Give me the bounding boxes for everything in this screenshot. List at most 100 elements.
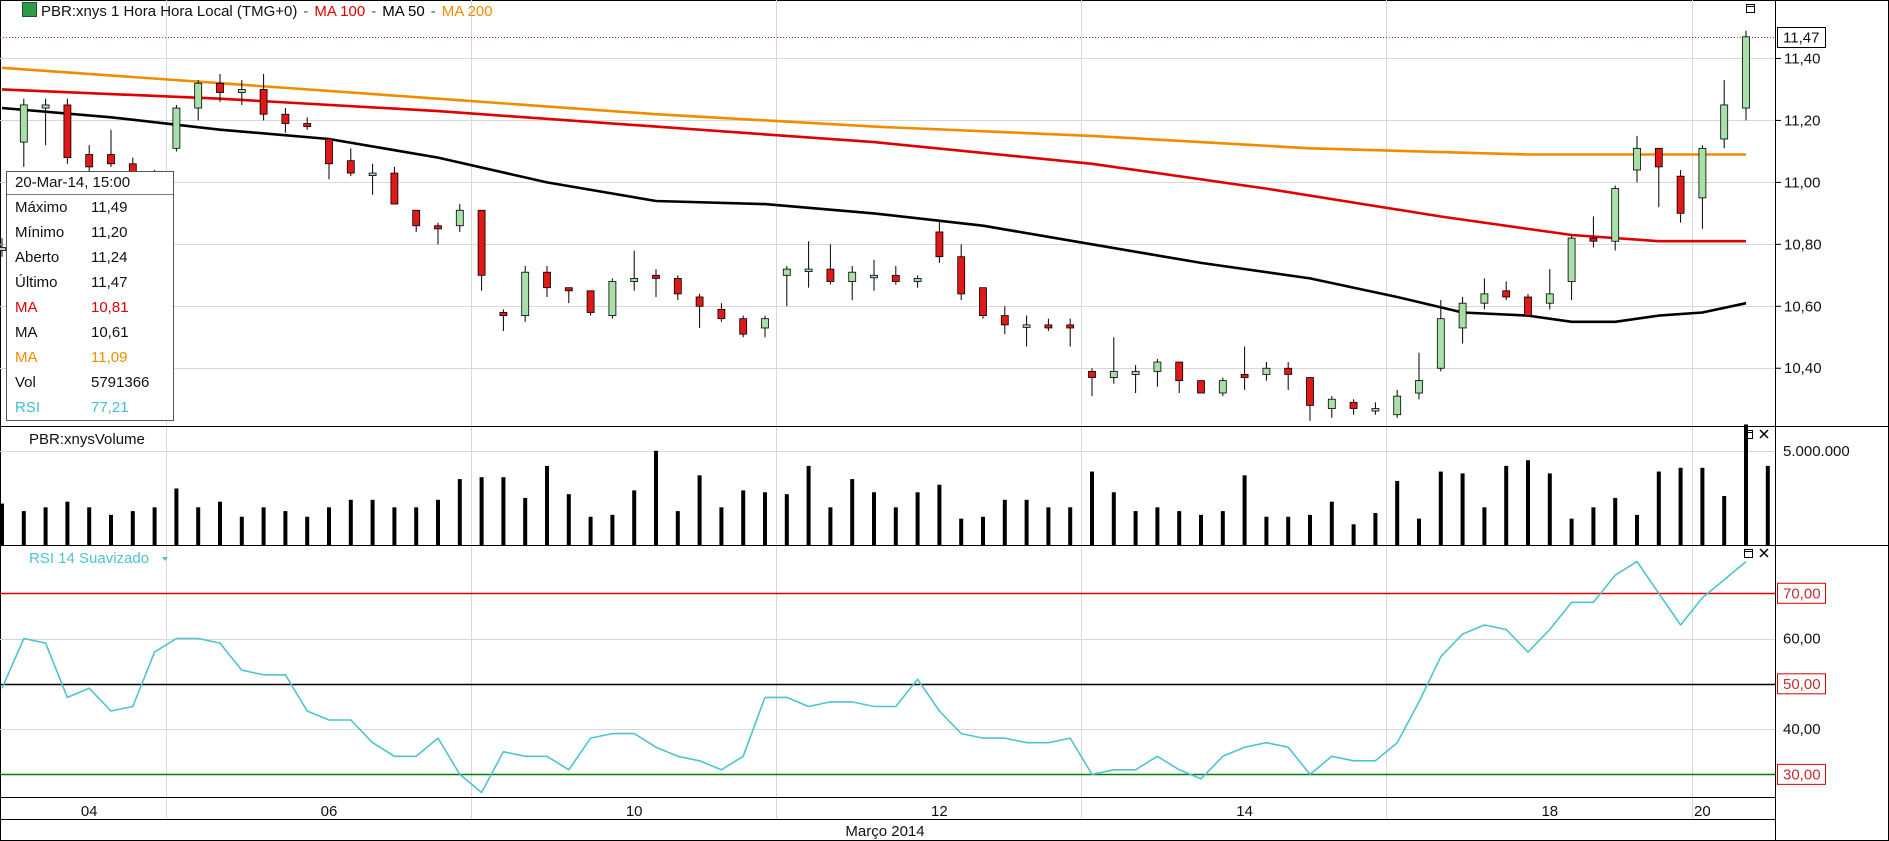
volume-bar: [479, 477, 484, 545]
candle-body: [237, 89, 246, 93]
volume-bar: [261, 507, 266, 545]
candle: [630, 250, 639, 291]
info-date: 20-Mar-14, 15:00: [7, 172, 173, 195]
candle: [826, 244, 835, 285]
candle: [957, 244, 966, 301]
maximize-icon[interactable]: [1746, 4, 1755, 13]
candle: [782, 266, 791, 307]
ma-line: [1, 106, 1747, 324]
candle: [1480, 278, 1489, 310]
volume-bar: [65, 501, 70, 545]
chart-symbol-icon[interactable]: [22, 2, 37, 17]
candle-body: [107, 154, 115, 165]
candle-body: [85, 154, 94, 168]
candle: [259, 73, 268, 121]
maximize-icon[interactable]: [1744, 549, 1753, 558]
volume-bar: [1329, 501, 1334, 545]
candle: [1545, 269, 1554, 310]
candle: [848, 266, 857, 301]
close-icon[interactable]: [1759, 429, 1769, 439]
candle-body: [1545, 293, 1554, 304]
candle-body: [1676, 175, 1685, 214]
candle: [1611, 185, 1620, 251]
candle: [1131, 365, 1140, 394]
volume-bar: [1090, 471, 1094, 545]
volume-bar: [1526, 460, 1530, 545]
candle-body: [1371, 408, 1380, 412]
candle-body: [303, 123, 312, 128]
volume-bar: [675, 511, 680, 545]
candle: [1088, 368, 1096, 397]
volume-bar: [566, 494, 571, 545]
price-tick-label: 11,40: [1784, 50, 1820, 67]
ma-line: [1, 66, 1746, 156]
candle: [1698, 145, 1707, 229]
volume-bar: [1460, 473, 1465, 545]
rsi-dropdown-icon[interactable]: [162, 557, 168, 561]
candle-body: [1284, 367, 1293, 375]
rsi-tick-label: 50,00: [1783, 676, 1821, 693]
volume-panel-title: PBR:xnysVolume: [29, 431, 145, 448]
candle-body: [41, 104, 50, 109]
candle-body: [216, 82, 224, 93]
candle: [303, 117, 312, 130]
volume-bar: [632, 490, 637, 545]
ma100-label[interactable]: MA 100: [314, 3, 366, 20]
candle-body: [434, 225, 442, 230]
candle: [1306, 377, 1314, 421]
candle-body: [194, 82, 203, 109]
volume-bar: [719, 507, 724, 545]
volume-bar: [87, 507, 92, 545]
candle-body: [652, 274, 660, 279]
volume-bar: [981, 516, 985, 545]
candle-body: [390, 172, 399, 205]
candle: [477, 209, 486, 291]
maximize-icon[interactable]: [1744, 430, 1753, 439]
candle: [237, 80, 246, 105]
x-tick-label: 14: [1236, 803, 1253, 820]
volume-bar: [893, 507, 898, 545]
candle-body: [630, 278, 639, 282]
ma200-label[interactable]: MA 200: [441, 3, 493, 20]
info-row-rsi: RSI 77,21: [15, 399, 129, 416]
volume-bar: [1722, 496, 1727, 545]
candle: [1109, 337, 1118, 384]
candle: [1262, 362, 1271, 381]
candle: [1567, 235, 1576, 301]
rsi-tick-label: 70,00: [1783, 585, 1821, 602]
ma50-label[interactable]: MA 50: [382, 3, 425, 20]
volume-bar: [43, 507, 48, 545]
candle-body: [586, 290, 595, 313]
volume-bar: [1177, 511, 1182, 545]
price-tick-label: 10,40: [1784, 360, 1822, 377]
candle-body: [1218, 380, 1227, 394]
candle-body: [63, 104, 72, 158]
info-row-volume: Vol 5791366: [15, 374, 150, 391]
candle: [1393, 389, 1402, 418]
symbol-label[interactable]: PBR:xnys 1 Hora Hora Local (TMG+0): [41, 3, 298, 20]
candle-body: [608, 281, 617, 316]
volume-bar: [937, 484, 942, 545]
candle: [1022, 315, 1031, 347]
candle: [695, 293, 704, 328]
close-icon[interactable]: [1759, 548, 1769, 558]
price-tick-label: 10,80: [1784, 236, 1822, 253]
candle: [761, 315, 769, 338]
candle: [1633, 135, 1641, 183]
candle-body: [1153, 361, 1162, 372]
candle: [1175, 361, 1184, 394]
candle: [804, 241, 813, 288]
candle-body: [957, 256, 966, 295]
volume-tick-label: 5.000.000: [1783, 443, 1850, 460]
candle-body: [0, 247, 6, 251]
last-price-box: [1777, 27, 1826, 48]
volume-bar: [610, 514, 615, 545]
axis-labels: 11,40 11,20 11,00 10,80 10,60 10,40 11,47 5.000…: [81, 27, 1850, 840]
volume-bar: [654, 450, 658, 545]
volume-bar: [1002, 499, 1007, 545]
volume-bar: [457, 479, 462, 545]
candle-body: [1262, 367, 1271, 375]
volume-bar: [1046, 507, 1051, 545]
candle-body: [739, 318, 748, 335]
